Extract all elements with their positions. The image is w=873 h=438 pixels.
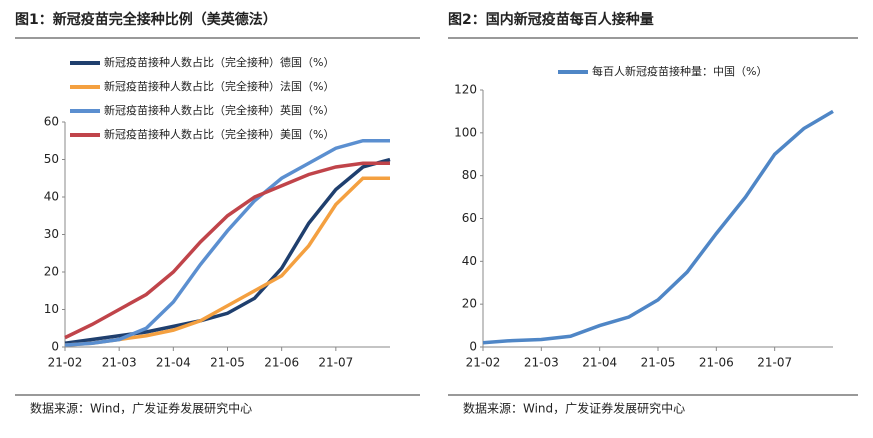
y-tick-label: 120 xyxy=(454,83,477,97)
series-line xyxy=(64,139,390,347)
y-tick-label: 60 xyxy=(462,211,477,225)
x-tick-label: 21-02 xyxy=(48,356,83,370)
legend-label: 新冠疫苗接种人数占比（完全接种）德国（%） xyxy=(104,55,334,69)
y-tick-label: 0 xyxy=(51,340,59,354)
y-tick-label: 50 xyxy=(44,152,59,166)
y-tick-label: 0 xyxy=(469,340,477,354)
x-tick-label: 21-05 xyxy=(210,356,245,370)
x-tick-label: 21-07 xyxy=(318,356,353,370)
x-tick-label: 21-03 xyxy=(102,356,137,370)
legend-label: 新冠疫苗接种人数占比（完全接种）英国（%） xyxy=(104,103,334,117)
legend-label: 每百人新冠疫苗接种量：中国（%） xyxy=(592,64,767,78)
y-tick-label: 10 xyxy=(44,302,59,316)
x-tick-label: 21-06 xyxy=(699,356,734,370)
y-tick-label: 100 xyxy=(454,125,477,139)
y-tick-label: 80 xyxy=(462,168,477,182)
x-tick-label: 21-03 xyxy=(524,356,559,370)
y-tick-label: 30 xyxy=(44,227,59,241)
x-tick-label: 21-04 xyxy=(582,356,617,370)
x-tick-label: 21-07 xyxy=(757,356,792,370)
legend-label: 新冠疫苗接种人数占比（完全接种）法国（%） xyxy=(104,79,334,93)
source: 数据来源：Wind，广发证券发展研究中心 xyxy=(30,401,252,416)
y-tick-label: 40 xyxy=(44,190,59,204)
series-line xyxy=(482,109,834,345)
series-line xyxy=(64,176,390,347)
y-tick-label: 40 xyxy=(462,254,477,268)
x-tick-label: 21-06 xyxy=(264,356,299,370)
y-tick-label: 60 xyxy=(44,115,59,129)
x-tick-label: 21-04 xyxy=(156,356,191,370)
chart-title: 图2：国内新冠疫苗每百人接种量 xyxy=(448,11,654,28)
y-tick-label: 20 xyxy=(462,297,477,311)
x-tick-label: 21-02 xyxy=(466,356,501,370)
legend-label: 新冠疫苗接种人数占比（完全接种）美国（%） xyxy=(104,127,334,141)
series-line xyxy=(64,157,391,345)
chart-title: 图1：新冠疫苗完全接种比例（美英德法） xyxy=(15,11,277,28)
source: 数据来源：Wind，广发证券发展研究中心 xyxy=(463,401,685,416)
y-tick-label: 20 xyxy=(44,265,59,279)
series-line xyxy=(64,161,390,340)
x-tick-label: 21-05 xyxy=(641,356,676,370)
